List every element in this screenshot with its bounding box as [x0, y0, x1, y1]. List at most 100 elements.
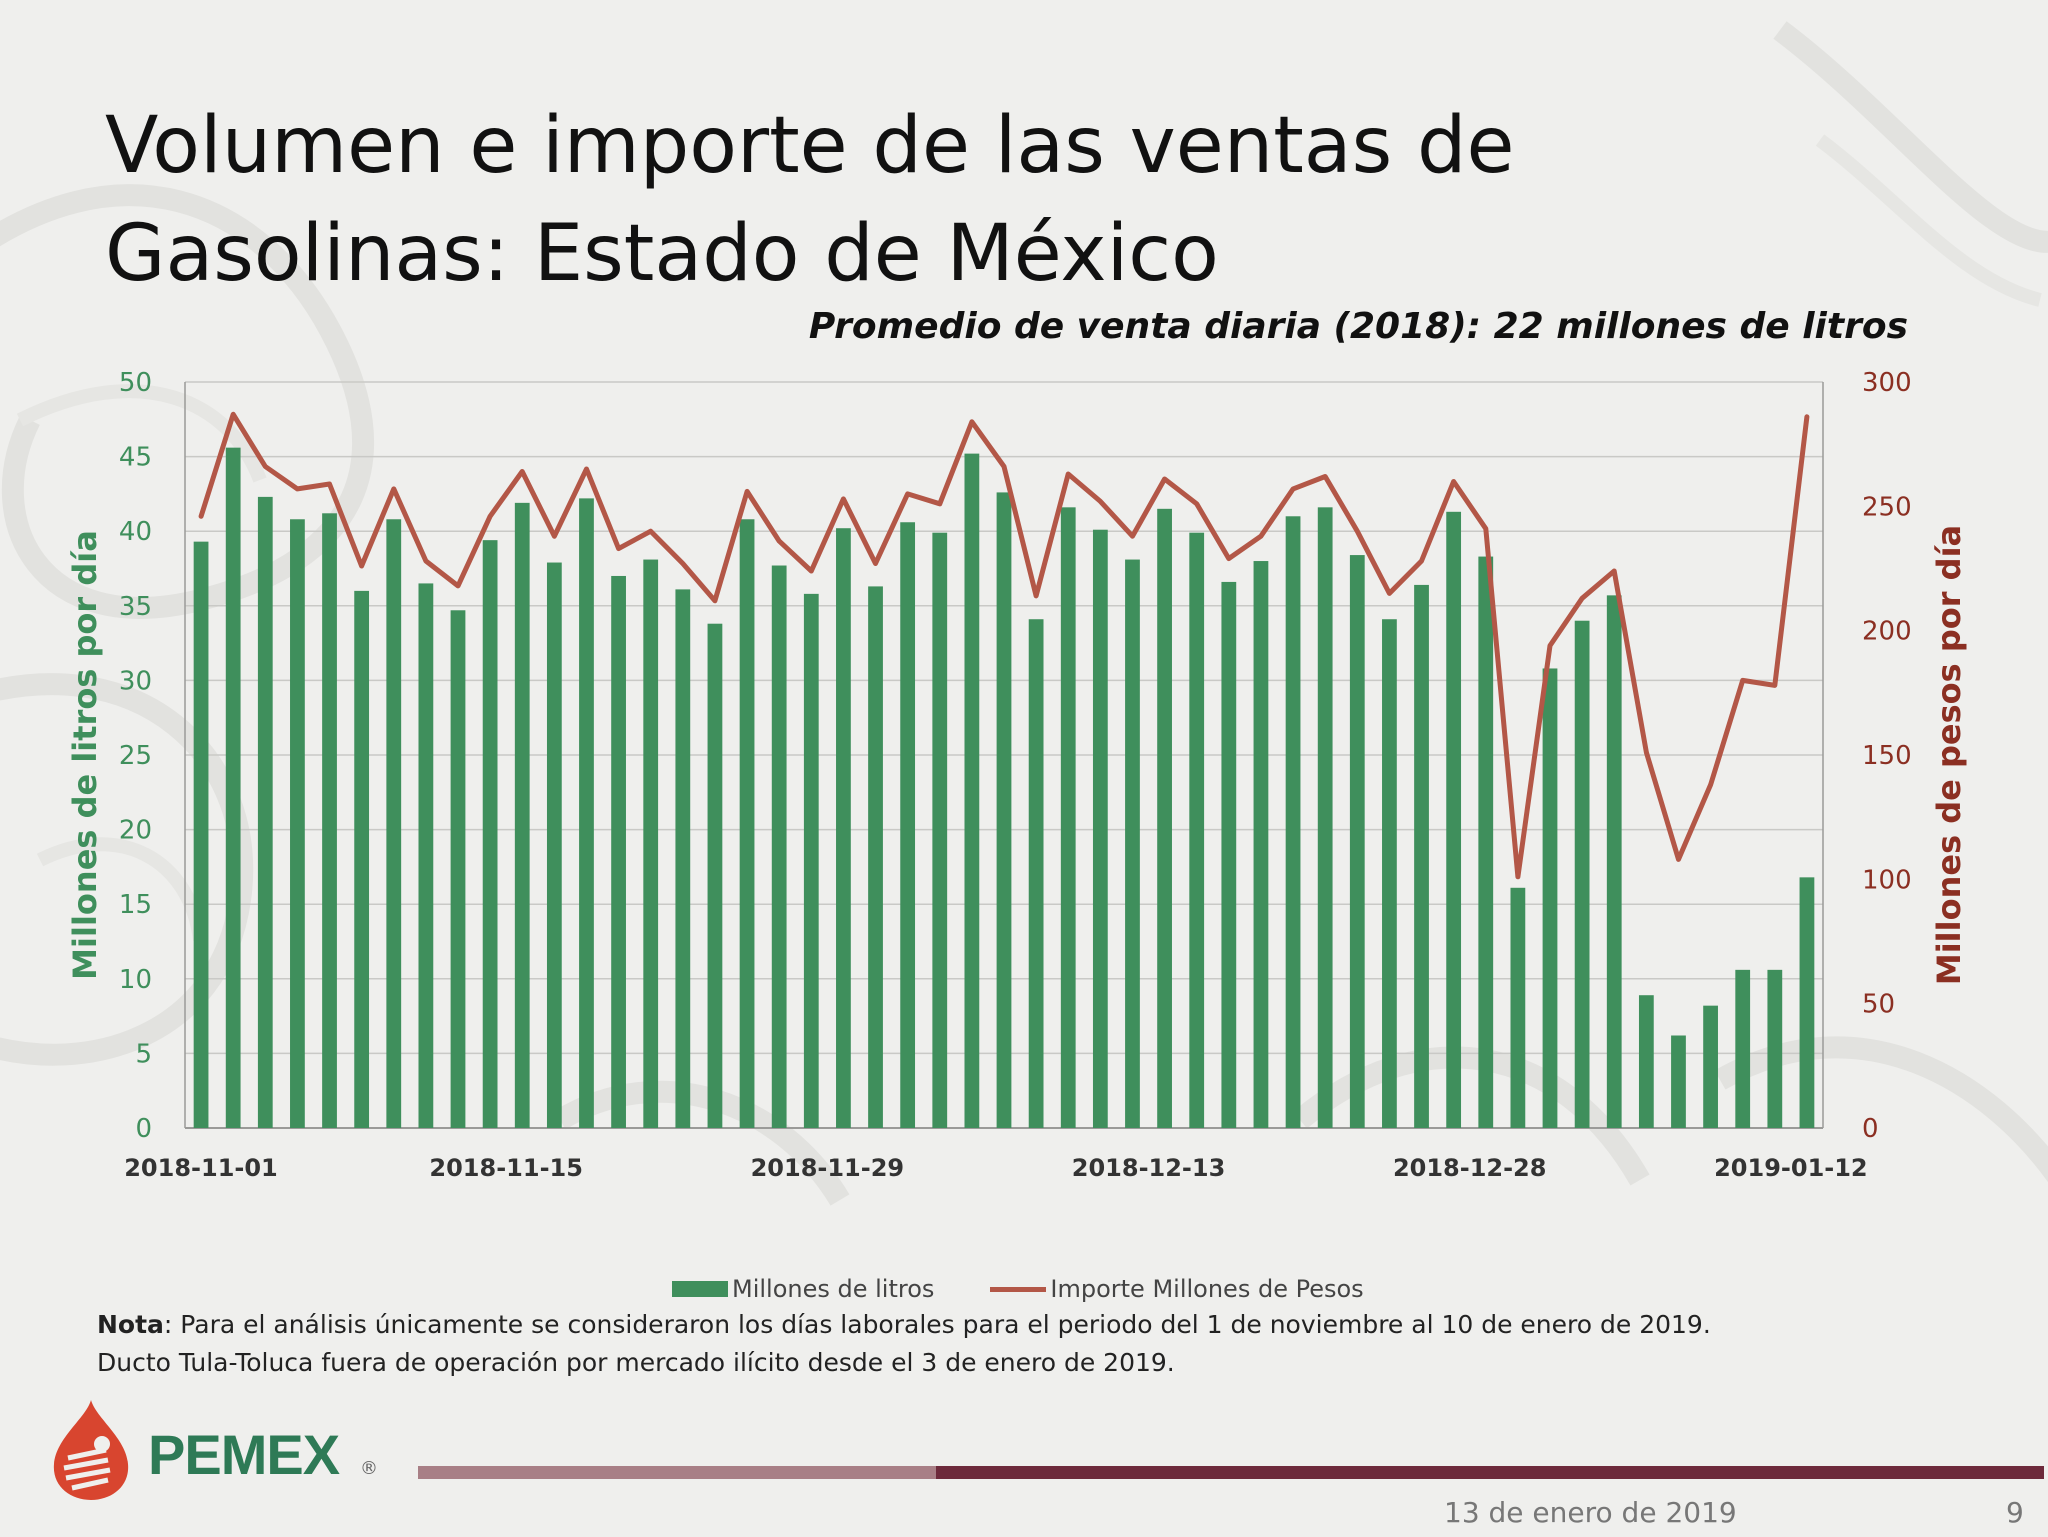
- y-tick-label: 5: [135, 1039, 152, 1069]
- line-point: [1453, 480, 1455, 482]
- bar: [193, 541, 209, 1128]
- y-tick-label: 50: [119, 368, 152, 398]
- bar: [1510, 887, 1526, 1128]
- bar: [1703, 1005, 1718, 1128]
- bar: [996, 492, 1012, 1129]
- y2-tick-label: 50: [1862, 990, 1895, 1020]
- bar: [579, 498, 594, 1129]
- bar: [1735, 969, 1751, 1128]
- line-point: [264, 466, 266, 468]
- line-point: [1485, 528, 1487, 530]
- line-point: [1742, 679, 1744, 681]
- x-tick-label: 2018-11-29: [751, 1154, 905, 1182]
- bar: [739, 519, 755, 1128]
- line-point: [1806, 416, 1808, 418]
- bar: [1092, 529, 1108, 1128]
- footnote: Nota: Para el análisis únicamente se con…: [97, 1306, 1711, 1382]
- x-tick-label: 2018-12-13: [1072, 1154, 1226, 1182]
- y-tick-label: 25: [119, 741, 152, 771]
- bar: [1767, 969, 1783, 1128]
- line-point: [1131, 535, 1133, 537]
- bar: [771, 565, 787, 1128]
- line-point: [1164, 478, 1166, 480]
- bar: [643, 559, 659, 1128]
- x-tick-label: 2019-01-12: [1714, 1154, 1868, 1182]
- y2-tick-label: 150: [1862, 741, 1912, 771]
- line-point: [682, 563, 684, 565]
- y2-tick-label: 250: [1862, 492, 1912, 522]
- chart-subtitle: Promedio de venta diaria (2018): 22 mill…: [808, 306, 1908, 347]
- bar: [1638, 995, 1654, 1128]
- bar: [1125, 559, 1140, 1128]
- footer-bar-dark: [936, 1466, 2044, 1479]
- bar: [900, 522, 916, 1128]
- bar: [1478, 556, 1494, 1128]
- chart-legend: Millones de litros Importe Millones de P…: [672, 1272, 1364, 1306]
- line-point: [1613, 570, 1615, 572]
- bar: [1574, 620, 1590, 1128]
- line-point: [585, 468, 587, 470]
- page-title: Volumen e importe de las ventas de Gasol…: [105, 92, 1705, 308]
- legend-label-bars: Millones de litros: [732, 1275, 935, 1303]
- line-point: [971, 421, 973, 423]
- line-point: [489, 515, 491, 517]
- line-point: [329, 483, 331, 485]
- line-point: [200, 515, 202, 517]
- line-point: [1196, 503, 1198, 505]
- bar: [546, 562, 562, 1128]
- bar: [354, 590, 370, 1128]
- bar: [322, 513, 337, 1128]
- line-point: [521, 471, 523, 473]
- line-point: [1067, 473, 1069, 475]
- y2-tick-label: 200: [1862, 617, 1912, 647]
- line-point: [1581, 597, 1583, 599]
- footer-date: 13 de enero de 2019: [1444, 1496, 1737, 1529]
- y2-tick-label: 300: [1862, 368, 1912, 398]
- line-point: [875, 563, 877, 565]
- line-point: [1549, 645, 1551, 647]
- bar: [450, 610, 466, 1128]
- line-point: [778, 540, 780, 542]
- bar: [1671, 1035, 1686, 1128]
- line-point: [425, 560, 427, 562]
- registered-mark: ®: [360, 1458, 378, 1479]
- bar: [1414, 584, 1429, 1128]
- x-tick-label: 2018-11-15: [429, 1154, 583, 1182]
- line-point: [296, 488, 298, 490]
- bar: [1349, 555, 1365, 1128]
- line-point: [1260, 535, 1262, 537]
- line-point: [232, 413, 234, 415]
- line-point: [1645, 752, 1647, 754]
- bar: [386, 519, 402, 1128]
- bar: [225, 447, 241, 1128]
- bar: [803, 593, 819, 1128]
- line-point: [618, 548, 620, 550]
- line-point: [746, 490, 748, 492]
- line-point: [1677, 858, 1679, 860]
- y-tick-label: 10: [119, 965, 152, 995]
- line-point: [361, 565, 363, 567]
- bar: [1221, 581, 1237, 1128]
- y2-tick-label: 0: [1862, 1114, 1879, 1144]
- y-tick-label: 40: [119, 517, 152, 547]
- line-point: [1388, 592, 1390, 594]
- page-number: 9: [2006, 1496, 2024, 1529]
- bar: [964, 453, 980, 1129]
- bar: [611, 575, 626, 1128]
- bar: [675, 589, 691, 1128]
- bar: [1446, 511, 1462, 1129]
- legend-line-swatch: [990, 1286, 1047, 1292]
- line-point: [1421, 560, 1423, 562]
- bar: [1382, 619, 1397, 1128]
- line-point: [393, 488, 395, 490]
- bar: [514, 502, 530, 1128]
- line-point: [842, 498, 844, 500]
- bar: [1285, 516, 1301, 1128]
- bar: [707, 623, 723, 1128]
- y2-tick-label: 100: [1862, 865, 1912, 895]
- note-label: Nota: [97, 1310, 164, 1339]
- y-tick-label: 30: [119, 666, 152, 696]
- legend-label-line: Importe Millones de Pesos: [1050, 1275, 1364, 1303]
- bar: [836, 528, 851, 1128]
- title-line-2: Gasolinas: Estado de México: [105, 209, 1219, 299]
